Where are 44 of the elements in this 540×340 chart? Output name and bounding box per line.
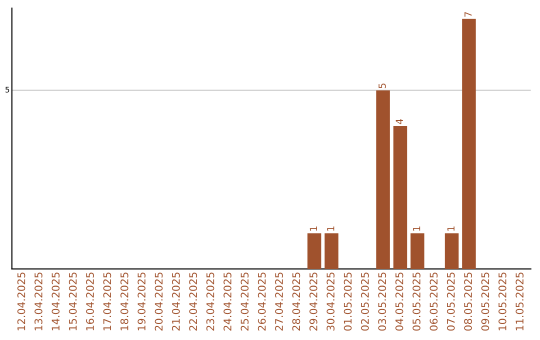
x-tick-label: 07.05.2025	[446, 272, 455, 331]
data-label: 1	[327, 226, 334, 231]
x-tick-label: 08.05.2025	[464, 272, 472, 331]
x-tick-label: 21.04.2025	[172, 272, 180, 331]
x-tick-label: 12.04.2025	[17, 272, 26, 330]
bar	[307, 233, 322, 269]
bar	[376, 90, 390, 269]
x-tick-label: 24.04.2025	[224, 272, 232, 331]
x-tick-label: 28.04.2025	[292, 272, 300, 331]
x-tick-label: 06.05.2025	[430, 272, 438, 331]
bar	[324, 233, 338, 269]
bar	[393, 126, 408, 269]
x-tick-label: 01.05.2025	[344, 272, 352, 331]
x-tick-label: 25.04.2025	[240, 272, 249, 331]
bar	[462, 18, 476, 269]
data-label: 1	[310, 226, 317, 231]
x-tick-label: 20.04.2025	[154, 272, 163, 331]
data-label: 5	[378, 84, 386, 88]
x-tick-label: 10.05.2025	[498, 272, 506, 330]
data-label: 1	[413, 226, 420, 231]
x-tick-label: 09.05.2025	[481, 272, 490, 331]
x-tick-label: 05.05.2025	[412, 272, 420, 331]
x-tick-label: 11.05.2025	[516, 272, 524, 330]
x-tick-label: 02.05.2025	[361, 272, 369, 331]
x-tick-label: 19.04.2025	[138, 272, 146, 330]
bar	[444, 233, 459, 269]
data-label: 4	[396, 119, 403, 124]
data-label: 1	[447, 226, 454, 231]
x-tick-label: 15.04.2025	[68, 272, 77, 330]
x-tick-label: 17.04.2025	[103, 272, 112, 330]
x-tick-label: 26.04.2025	[258, 272, 266, 331]
x-tick-label: 16.04.2025	[86, 272, 94, 330]
x-tick-label: 29.04.2025	[309, 272, 318, 331]
x-tick-label: 23.04.2025	[206, 272, 214, 331]
x-tick-label: 18.04.2025	[120, 272, 128, 330]
x-tick-label: 04.05.2025	[395, 272, 404, 331]
bar	[410, 233, 424, 269]
x-tick-label: 14.04.2025	[52, 272, 60, 330]
x-tick-label: 30.04.2025	[326, 272, 335, 331]
data-label: 7	[464, 12, 472, 17]
x-tick-label: 22.04.2025	[189, 272, 198, 331]
x-tick-label: 27.04.2025	[275, 272, 283, 331]
x-tick-label: 03.05.2025	[378, 272, 386, 331]
x-tick-label: 13.04.2025	[34, 272, 42, 330]
